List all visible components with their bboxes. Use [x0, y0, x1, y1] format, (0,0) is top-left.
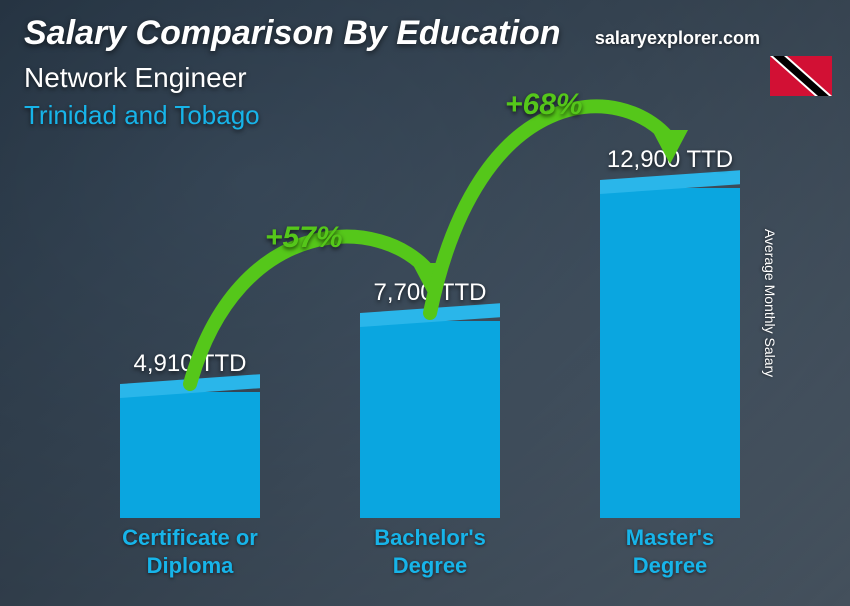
increase-delta-label: +57% — [265, 221, 343, 255]
bar-category-label: Certificate orDiploma — [90, 524, 290, 579]
increase-delta-label: +68% — [505, 88, 583, 122]
chart-title: Salary Comparison By Education — [24, 14, 561, 53]
bar-category-line: Certificate or — [90, 524, 290, 552]
brand-suffix: .com — [718, 28, 760, 48]
flag-icon — [770, 56, 832, 96]
brand-prefix: salary — [595, 28, 647, 48]
bar-category-line: Degree — [330, 552, 530, 580]
bar-category-line: Bachelor's — [330, 524, 530, 552]
bar-category-label: Master'sDegree — [570, 524, 770, 579]
bar-category-line: Degree — [570, 552, 770, 580]
chart-area: 4,910 TTDCertificate orDiploma7,700 TTDB… — [60, 140, 790, 576]
chart-country: Trinidad and Tobago — [24, 100, 260, 131]
arrow-head-icon — [652, 130, 688, 164]
chart-subtitle: Network Engineer — [24, 62, 247, 94]
bar-category-label: Bachelor'sDegree — [330, 524, 530, 579]
chart-canvas: Salary Comparison By Education Network E… — [0, 0, 850, 606]
arrow-arc — [430, 106, 670, 313]
bar-category-line: Master's — [570, 524, 770, 552]
brand-label: salaryexplorer.com — [595, 28, 760, 49]
brand-accent: explorer — [647, 28, 718, 48]
bar-category-line: Diploma — [90, 552, 290, 580]
